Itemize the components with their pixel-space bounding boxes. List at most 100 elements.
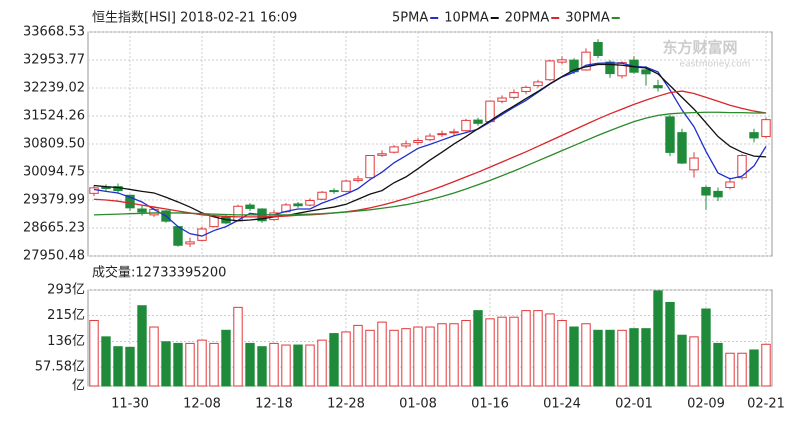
candle-body [89,187,99,194]
watermark: 东方财富网 [662,39,737,57]
candle-body [761,119,771,138]
chart-title: 恒生指数[HSI] 2018-02-21 16:09 [92,11,297,26]
y-tick-label: 57.58亿 [35,360,85,375]
candle-body [689,157,699,171]
volume-bar [713,342,723,387]
volume-bar [161,341,171,387]
candle-body [377,153,387,156]
volume-bar [185,342,195,387]
volume-bar [725,352,735,387]
volume-bar [449,323,459,387]
volume-bar [461,319,471,387]
ma-line [93,62,767,237]
x-tick-label: 12-18 [255,397,293,412]
volume-bar [497,316,507,387]
volume-bar [149,326,159,387]
volume-bar [197,339,207,387]
legend-label: 5PMA [392,11,428,26]
candle-body [521,86,531,92]
y-tick-label: 32239.02 [23,80,85,95]
candle-body [557,59,567,63]
volume-bar [353,324,363,387]
y-tick-label: 32953.77 [23,53,85,68]
volume-bar [761,343,771,387]
volume-bar [137,305,147,387]
candle-body [125,194,135,209]
volume-bar [569,326,579,387]
candle-body [245,204,255,209]
volume-bar [173,342,183,387]
candle-body [701,186,711,196]
candle-body [305,199,315,206]
volume-bar [509,316,519,387]
x-tick-label: 02-01 [615,397,653,412]
volume-bar [389,329,399,387]
volume-bar [485,318,495,387]
volume-bar [413,326,423,387]
volume-bar [89,319,99,387]
y-tick-label: 30094.75 [23,164,85,179]
volume-bar [437,323,447,387]
candle-body [545,60,555,81]
volume-bar [701,308,711,387]
volume-title: 成交量:12733395200 [92,265,226,281]
volume-bar [113,346,123,387]
y-tick-label: 29379.99 [23,193,85,208]
y-tick-label: 亿 [72,379,85,394]
candle-body [413,139,423,143]
candle-body [401,143,411,147]
volume-bar [629,328,639,387]
candle-body [185,241,195,245]
volume-bar [101,336,111,387]
y-tick-label: 30809.50 [23,137,85,152]
y-tick-label: 31524.26 [23,109,85,124]
volume-bar [317,339,327,387]
watermark-sub: eastmoney.com [680,60,751,70]
x-tick-label: 01-08 [399,397,437,412]
volume-bar [401,328,411,387]
volume-bar [521,310,531,387]
candle-body [425,135,435,141]
volume-bar [641,328,651,387]
volume-bar [257,346,267,387]
legend-label: 30PMA [565,11,610,26]
candle-body [173,226,183,246]
candle-body [653,85,663,89]
volume-bar [665,301,675,387]
volume-bar [233,306,243,387]
volume-bar [737,352,747,387]
candle-body [473,119,483,124]
y-tick-label: 33668.53 [23,25,85,40]
volume-bar [341,331,351,387]
candle-body [677,132,687,164]
y-tick-label: 293亿 [47,283,85,298]
x-tick-label: 02-09 [687,397,725,412]
candle-body [641,69,651,75]
volume-bar [581,323,591,387]
y-tick-label: 215亿 [47,308,85,323]
volume-bar [533,310,543,387]
candle-body [365,154,375,179]
volume-bar [281,344,291,387]
candle-body [605,61,615,75]
ma-line [93,90,767,218]
legend-label: 10PMA [444,11,489,26]
legend-label: 20PMA [505,11,550,26]
candle-body [713,190,723,198]
candle-body [665,116,675,153]
volume-bar [617,329,627,387]
x-tick-label: 11-30 [111,397,149,412]
candle-body [593,42,603,56]
volume-bar [557,319,567,387]
x-tick-label: 02-21 [747,397,785,412]
ma-line [93,111,766,216]
candle-body [737,155,747,179]
volume-bar [593,329,603,387]
x-tick-label: 01-16 [471,397,509,412]
volume-bar [677,334,687,387]
volume-bar [221,329,231,387]
candle-body [497,97,507,102]
y-tick-label: 136亿 [47,334,85,349]
volume-bar [125,346,135,387]
